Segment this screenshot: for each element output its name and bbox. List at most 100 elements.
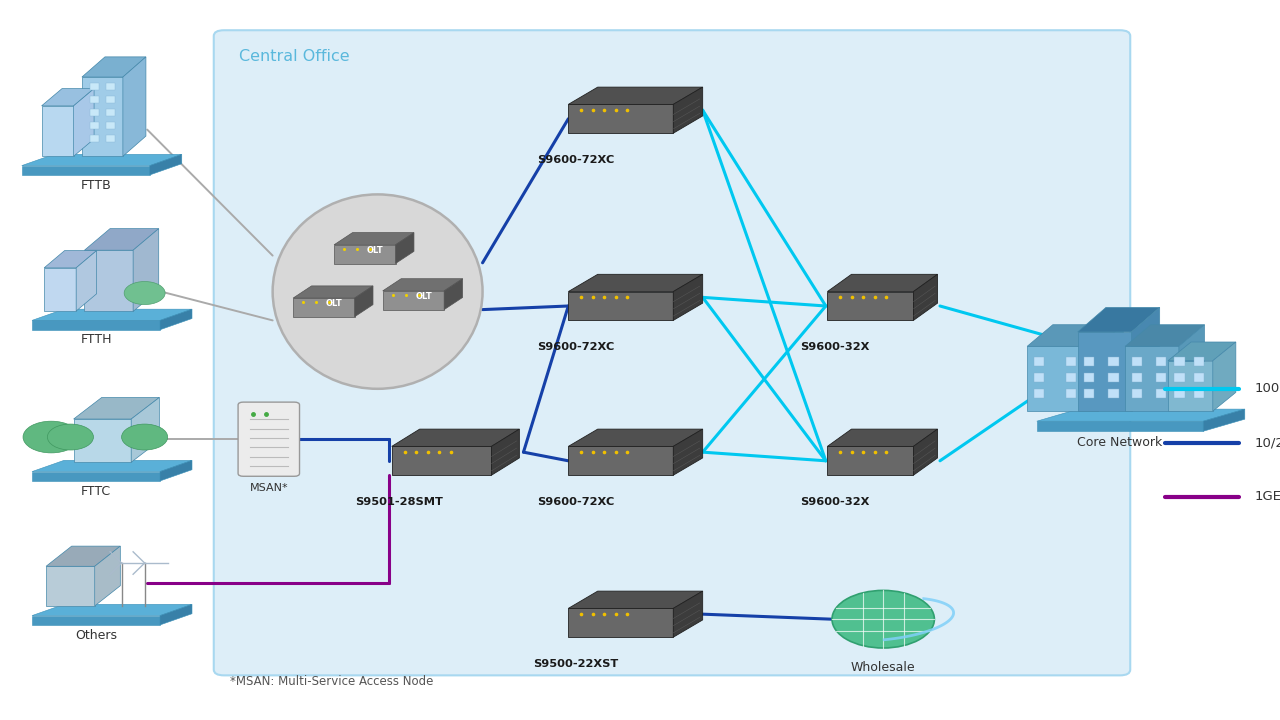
Polygon shape: [46, 546, 120, 566]
Bar: [90, 135, 99, 142]
Polygon shape: [1169, 361, 1213, 411]
Polygon shape: [1213, 342, 1236, 411]
Bar: [1066, 357, 1076, 366]
Bar: [1034, 357, 1044, 366]
Polygon shape: [1125, 325, 1204, 346]
Polygon shape: [827, 446, 914, 475]
Polygon shape: [492, 429, 520, 475]
Polygon shape: [95, 546, 120, 606]
Bar: [106, 122, 115, 129]
Text: FTTH: FTTH: [81, 333, 111, 346]
Polygon shape: [383, 279, 462, 291]
Bar: [1194, 389, 1204, 398]
Polygon shape: [334, 245, 396, 264]
Polygon shape: [568, 608, 673, 637]
Text: 1GE: 1GE: [1254, 490, 1280, 503]
Bar: [1132, 389, 1142, 398]
Circle shape: [47, 424, 93, 450]
Bar: [1156, 357, 1166, 366]
Polygon shape: [444, 279, 462, 310]
Polygon shape: [1179, 325, 1204, 411]
FancyBboxPatch shape: [214, 30, 1130, 675]
Bar: [1175, 373, 1185, 382]
Text: Others: Others: [76, 629, 116, 642]
Polygon shape: [568, 87, 703, 104]
Polygon shape: [32, 320, 160, 330]
Bar: [1108, 389, 1119, 398]
Polygon shape: [1125, 346, 1179, 411]
Circle shape: [23, 421, 79, 453]
Bar: [1108, 357, 1119, 366]
Text: FTTB: FTTB: [81, 179, 111, 192]
Polygon shape: [84, 229, 159, 251]
Bar: [1175, 357, 1185, 366]
Bar: [1108, 373, 1119, 382]
Polygon shape: [1037, 409, 1244, 421]
Text: OLT: OLT: [366, 246, 384, 255]
Polygon shape: [46, 566, 95, 606]
Polygon shape: [160, 309, 192, 330]
Bar: [90, 122, 99, 129]
Polygon shape: [32, 472, 160, 481]
Polygon shape: [392, 429, 520, 446]
Polygon shape: [44, 251, 97, 268]
Polygon shape: [160, 604, 192, 625]
Bar: [106, 96, 115, 103]
Polygon shape: [673, 274, 703, 320]
Polygon shape: [673, 429, 703, 475]
Bar: [1084, 389, 1094, 398]
Text: S9600-72XC: S9600-72XC: [538, 497, 614, 507]
Polygon shape: [673, 591, 703, 637]
Circle shape: [124, 282, 165, 305]
Polygon shape: [41, 106, 73, 156]
Circle shape: [832, 590, 934, 648]
Polygon shape: [827, 429, 937, 446]
Polygon shape: [41, 89, 95, 106]
Polygon shape: [1203, 409, 1244, 431]
Polygon shape: [150, 154, 182, 175]
Polygon shape: [1028, 346, 1097, 411]
Bar: [1194, 357, 1204, 366]
Polygon shape: [73, 89, 95, 156]
Text: S9600-72XC: S9600-72XC: [538, 342, 614, 352]
Text: *MSAN: Multi-Service Access Node: *MSAN: Multi-Service Access Node: [230, 675, 434, 688]
Ellipse shape: [273, 194, 483, 389]
Polygon shape: [1078, 307, 1160, 332]
Text: S9600-72XC: S9600-72XC: [538, 155, 614, 165]
Polygon shape: [673, 87, 703, 133]
Polygon shape: [44, 268, 77, 311]
Circle shape: [122, 424, 168, 450]
Polygon shape: [1037, 421, 1203, 431]
Polygon shape: [32, 616, 160, 625]
Bar: [1132, 373, 1142, 382]
Polygon shape: [914, 274, 937, 320]
Polygon shape: [32, 309, 192, 320]
Polygon shape: [827, 274, 937, 292]
Bar: [1156, 389, 1166, 398]
Text: S9501-28SMT: S9501-28SMT: [355, 497, 443, 507]
Bar: [1034, 373, 1044, 382]
Polygon shape: [568, 104, 673, 133]
Text: OLT: OLT: [415, 292, 433, 301]
Bar: [1066, 373, 1076, 382]
Bar: [1066, 389, 1076, 398]
Polygon shape: [568, 274, 703, 292]
Polygon shape: [914, 429, 937, 475]
Polygon shape: [32, 460, 192, 472]
Polygon shape: [827, 292, 914, 320]
Polygon shape: [392, 446, 492, 475]
Polygon shape: [132, 397, 160, 462]
Text: S9500-22XST: S9500-22XST: [532, 659, 618, 669]
Polygon shape: [77, 251, 97, 311]
Polygon shape: [396, 233, 413, 264]
Polygon shape: [133, 229, 159, 311]
Bar: [90, 109, 99, 116]
Text: 100GE: 100GE: [1254, 382, 1280, 395]
FancyBboxPatch shape: [238, 402, 300, 477]
Text: S9600-32X: S9600-32X: [800, 497, 869, 507]
Polygon shape: [568, 429, 703, 446]
Polygon shape: [334, 233, 413, 245]
Text: MSAN*: MSAN*: [250, 484, 288, 493]
Text: Core Network: Core Network: [1078, 436, 1162, 449]
Polygon shape: [1132, 307, 1160, 411]
